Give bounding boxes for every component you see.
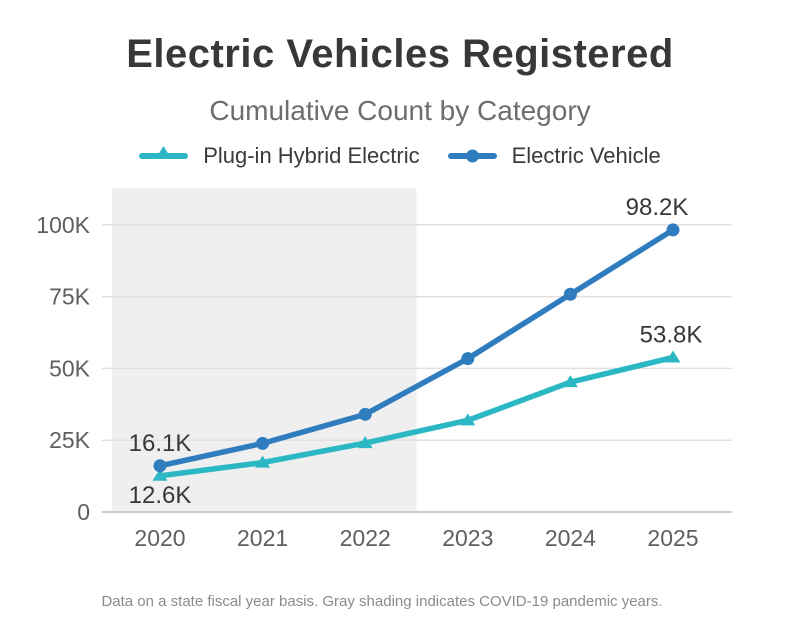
data-point-marker [666,223,680,237]
series-line-0 [157,354,676,479]
x-axis-tick-label: 2020 [134,525,185,551]
y-axis-tick-label: 75K [49,284,91,310]
legend-item-plug-in-hybrid: Plug-in Hybrid Electric [139,143,420,168]
chart-legend: Plug-in Hybrid Electric Electric Vehicle [0,143,800,168]
data-point-marker [461,352,475,366]
y-axis-tick-label: 50K [49,355,91,381]
data-point-marker [358,407,372,421]
data-point-label: 16.1K [129,430,192,457]
chart-title: Electric Vehicles Registered [126,32,674,76]
data-point-marker [562,375,578,388]
data-point-label: 12.6K [129,482,192,509]
legend-label-plug-in-hybrid: Plug-in Hybrid Electric [203,143,420,168]
x-axis-tick-label: 2024 [545,525,596,551]
legend-item-electric-vehicle: Electric Vehicle [447,143,661,168]
series-line-1 [157,227,676,469]
y-axis-tick-label: 100K [36,212,90,238]
legend-label-electric-vehicle: Electric Vehicle [511,143,661,168]
data-point-marker [563,287,577,301]
data-point-label: 98.2K [626,194,689,221]
data-point-marker [256,436,270,450]
x-axis-tick-label: 2025 [647,525,698,551]
x-axis-tick-label: 2022 [340,525,391,551]
data-point-marker [152,468,168,481]
teal-line-triangle-marker-icon [139,146,189,159]
data-point-label: 53.8K [640,321,703,348]
y-axis-tick-label: 0 [77,499,90,525]
y-axis-tick-label: 25K [49,427,91,453]
chart-subtitle: Cumulative Count by Category [209,95,591,126]
data-point-marker [255,455,271,468]
x-axis-tick-label: 2021 [237,525,288,551]
data-point-marker [665,350,681,363]
chart-footnote: Data on a state fiscal year basis. Gray … [101,593,663,610]
data-point-marker [357,436,373,449]
covid-shading-region [112,188,417,512]
data-point-marker [460,413,476,426]
data-point-marker [153,459,167,473]
x-axis-tick-label: 2023 [442,525,493,551]
blue-line-circle-marker-icon [447,149,497,163]
